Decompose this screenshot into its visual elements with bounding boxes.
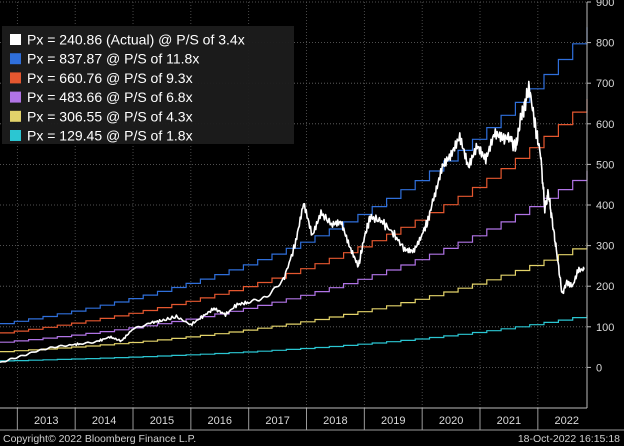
legend-swatch [10, 53, 21, 65]
y-tick-label: 700 [596, 78, 614, 90]
x-tick-label: 2016 [208, 415, 232, 427]
y-tick-label: 800 [596, 38, 614, 50]
legend: Px = 240.86 (Actual) @ P/S of 3.4x Px = 8… [2, 26, 294, 144]
legend-label: Px = 660.76 @ P/S of 9.3x [27, 70, 193, 86]
x-tick-label: 2015 [150, 415, 174, 427]
step-line [0, 315, 588, 362]
step-line [0, 27, 588, 325]
y-tick-label: 200 [596, 281, 614, 293]
legend-label: Px = 837.87 @ P/S of 11.8x [27, 51, 199, 67]
footer: Copyright© 2022 Bloomberg Finance L.P. 1… [3, 433, 620, 445]
y-tick-label: 900 [596, 0, 614, 9]
y-tick-label: 0 [596, 362, 602, 374]
legend-swatch [10, 91, 21, 103]
step-line [0, 170, 588, 343]
x-tick-label: 2018 [323, 415, 347, 427]
legend-swatch [10, 130, 21, 141]
y-tick-label: 500 [596, 159, 614, 171]
x-tick-label: 2014 [92, 415, 116, 427]
legend-swatch [10, 34, 21, 45]
legend-swatch [10, 72, 21, 84]
y-tick-label: 100 [596, 322, 614, 334]
legend-box [2, 26, 294, 144]
y-tick-label: 600 [596, 119, 614, 131]
y-tick-label: 400 [596, 200, 614, 212]
axes: 0 100 200 300 400 500 600 700 800 900 2013 2014 2015… [0, 0, 624, 431]
x-tick-label: 2013 [34, 415, 58, 427]
x-tick-label: 2017 [265, 415, 289, 427]
gridlines [0, 1, 587, 408]
price-line [0, 80, 585, 364]
x-tick-label: 2022 [555, 415, 579, 427]
legend-label: Px = 306.55 @ P/S of 4.3x [27, 108, 193, 124]
legend-label: Px = 129.45 @ P/S of 1.8x [27, 128, 193, 144]
step-line [0, 99, 588, 334]
timestamp-text: 18-Oct-2022 16:15:18 [518, 433, 620, 445]
x-tick-label: 2019 [381, 415, 405, 427]
copyright-text: Copyright© 2022 Bloomberg Finance L.P. [3, 433, 196, 445]
x-tick-label: 2020 [439, 415, 463, 427]
legend-label: Px = 240.86 (Actual) @ P/S of 3.4x [27, 32, 245, 48]
legend-swatch [10, 110, 21, 122]
step-line [0, 242, 588, 353]
x-tick-label: 2021 [497, 415, 521, 427]
series-lines [0, 27, 588, 364]
legend-label: Px = 483.66 @ P/S of 6.8x [27, 89, 193, 105]
y-tick-label: 300 [596, 241, 614, 253]
